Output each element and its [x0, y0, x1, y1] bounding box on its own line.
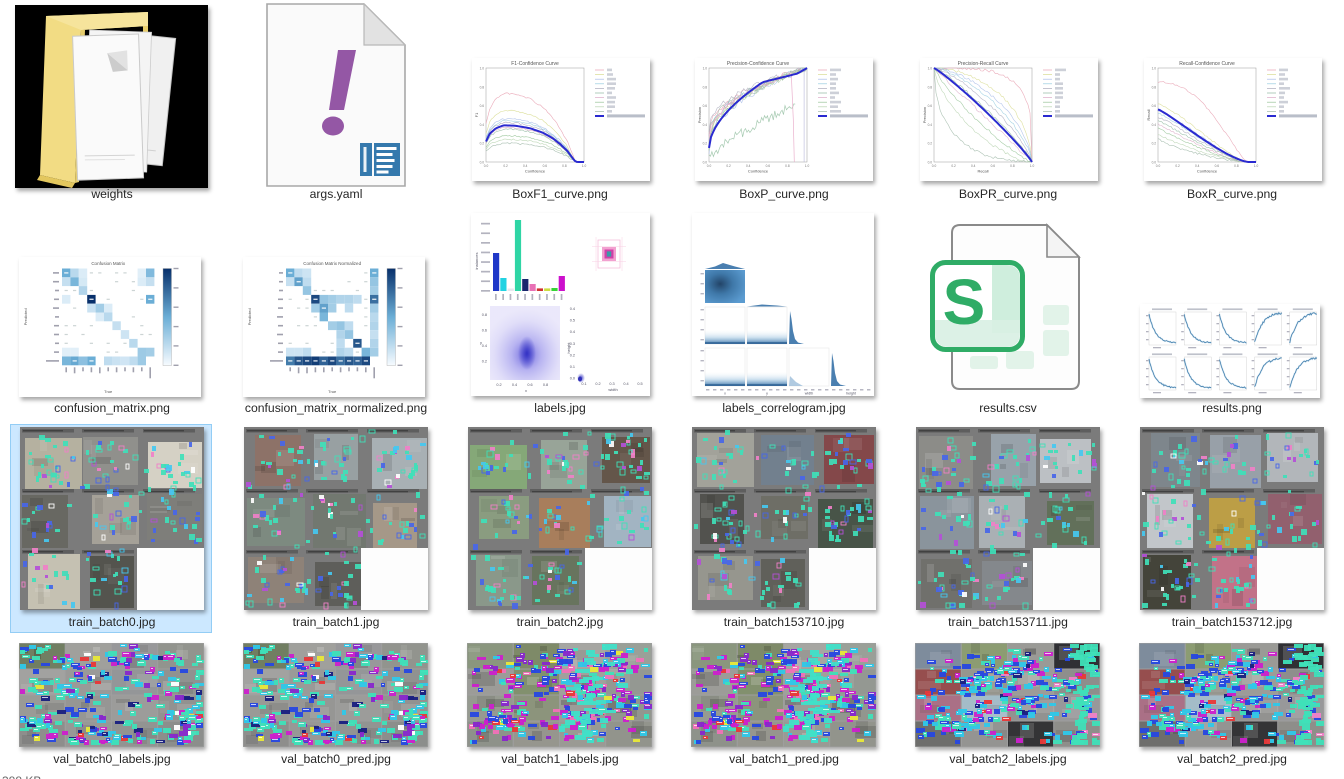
svg-text:0.0: 0.0 [932, 164, 937, 168]
svg-text:Confidence: Confidence [1197, 169, 1218, 174]
svg-text:0.8: 0.8 [562, 164, 567, 168]
svg-text:0.4: 0.4 [570, 307, 575, 311]
svg-text:0.8: 0.8 [785, 164, 790, 168]
svg-text:Recall: Recall [977, 169, 988, 174]
svg-text:0.4: 0.4 [512, 383, 517, 387]
svg-text:Predicted: Predicted [23, 308, 28, 325]
svg-text:True: True [104, 389, 113, 394]
svg-text:0.4: 0.4 [746, 164, 751, 168]
svg-text:0.0: 0.0 [928, 161, 933, 165]
svg-text:0.1: 0.1 [570, 365, 575, 369]
svg-text:1.0: 1.0 [1152, 67, 1157, 71]
svg-text:height: height [846, 392, 856, 396]
svg-text:0.0: 0.0 [484, 164, 489, 168]
svg-text:Confusion Matrix: Confusion Matrix [91, 261, 126, 266]
svg-text:0.4: 0.4 [703, 123, 708, 127]
svg-text:0.8: 0.8 [703, 85, 708, 89]
svg-text:0.6: 0.6 [482, 329, 487, 333]
svg-text:Confidence: Confidence [748, 169, 769, 174]
svg-text:0.4: 0.4 [523, 164, 528, 168]
svg-text:1.0: 1.0 [703, 67, 708, 71]
svg-text:1.0: 1.0 [582, 164, 587, 168]
svg-text:0.6: 0.6 [766, 164, 771, 168]
svg-text:1.0: 1.0 [1254, 164, 1259, 168]
svg-text:Recall-Confidence Curve: Recall-Confidence Curve [1179, 61, 1235, 67]
svg-text:0.8: 0.8 [1152, 85, 1157, 89]
svg-text:1.0: 1.0 [1030, 164, 1035, 168]
svg-text:Predicted: Predicted [247, 308, 252, 325]
svg-text:0.0: 0.0 [480, 161, 485, 165]
svg-text:0.0: 0.0 [1152, 161, 1157, 165]
svg-text:0.4: 0.4 [623, 382, 628, 386]
svg-text:0.3: 0.3 [609, 382, 614, 386]
svg-text:0.0: 0.0 [570, 377, 575, 381]
svg-text:0.2: 0.2 [928, 142, 933, 146]
svg-text:0.6: 0.6 [991, 164, 996, 168]
svg-text:0.8: 0.8 [1234, 164, 1239, 168]
svg-text:Recall: Recall [1146, 109, 1151, 120]
svg-text:0.0: 0.0 [703, 161, 708, 165]
svg-text:height: height [566, 342, 571, 354]
svg-text:0.6: 0.6 [1215, 164, 1220, 168]
svg-text:0.4: 0.4 [482, 344, 487, 348]
svg-text:0.8: 0.8 [482, 313, 487, 317]
svg-text:0.6: 0.6 [703, 104, 708, 108]
svg-text:0.5: 0.5 [570, 319, 575, 323]
svg-text:0.5: 0.5 [637, 382, 642, 386]
svg-text:F1-Confidence Curve: F1-Confidence Curve [511, 61, 559, 67]
svg-text:0.0: 0.0 [1156, 164, 1161, 168]
svg-text:Precision: Precision [922, 107, 927, 123]
svg-text:0.1: 0.1 [581, 382, 586, 386]
svg-text:1.0: 1.0 [480, 67, 485, 71]
svg-text:0.6: 0.6 [480, 104, 485, 108]
svg-text:1.0: 1.0 [928, 67, 933, 71]
svg-text:0.6: 0.6 [1152, 104, 1157, 108]
svg-text:0.6: 0.6 [928, 104, 933, 108]
svg-text:0.4: 0.4 [1152, 123, 1157, 127]
svg-text:1.0: 1.0 [805, 164, 810, 168]
svg-text:F1: F1 [474, 112, 479, 117]
svg-text:0.4: 0.4 [570, 330, 575, 334]
svg-text:0.8: 0.8 [480, 85, 485, 89]
svg-text:0.8: 0.8 [543, 383, 548, 387]
svg-text:0.2: 0.2 [570, 353, 575, 357]
svg-text:0.4: 0.4 [1195, 164, 1200, 168]
svg-text:0.2: 0.2 [480, 142, 485, 146]
svg-text:y: y [480, 340, 482, 345]
svg-text:0.2: 0.2 [726, 164, 731, 168]
svg-text:Precision-Confidence Curve: Precision-Confidence Curve [727, 61, 789, 67]
svg-text:0.2: 0.2 [1152, 142, 1157, 146]
svg-text:x: x [724, 392, 726, 396]
svg-text:0.2: 0.2 [595, 382, 600, 386]
svg-text:0.4: 0.4 [480, 123, 485, 127]
svg-text:0.2: 0.2 [482, 360, 487, 364]
svg-text:y: y [766, 392, 768, 396]
svg-text:Confusion Matrix Normalized: Confusion Matrix Normalized [303, 261, 361, 266]
svg-text:Confidence: Confidence [525, 169, 546, 174]
svg-text:width: width [608, 387, 617, 392]
svg-text:0.4: 0.4 [928, 123, 933, 127]
svg-text:0.4: 0.4 [971, 164, 976, 168]
svg-text:S: S [943, 266, 986, 338]
svg-text:0.8: 0.8 [928, 85, 933, 89]
svg-text:True: True [328, 389, 337, 394]
svg-text:Precision-Recall Curve: Precision-Recall Curve [958, 61, 1009, 67]
svg-text:0.6: 0.6 [527, 383, 532, 387]
svg-text:0.3: 0.3 [570, 342, 575, 346]
svg-text:instances: instances [474, 253, 479, 270]
svg-text:width: width [805, 392, 813, 396]
svg-text:0.6: 0.6 [543, 164, 548, 168]
svg-text:0.2: 0.2 [951, 164, 956, 168]
svg-text:0.2: 0.2 [1175, 164, 1180, 168]
svg-text:0.0: 0.0 [707, 164, 712, 168]
svg-text:Precision: Precision [697, 107, 702, 123]
svg-text:0.8: 0.8 [1010, 164, 1015, 168]
svg-text:0.2: 0.2 [703, 142, 708, 146]
svg-text:0.2: 0.2 [496, 383, 501, 387]
svg-text:x: x [525, 388, 527, 393]
svg-text:0.2: 0.2 [503, 164, 508, 168]
